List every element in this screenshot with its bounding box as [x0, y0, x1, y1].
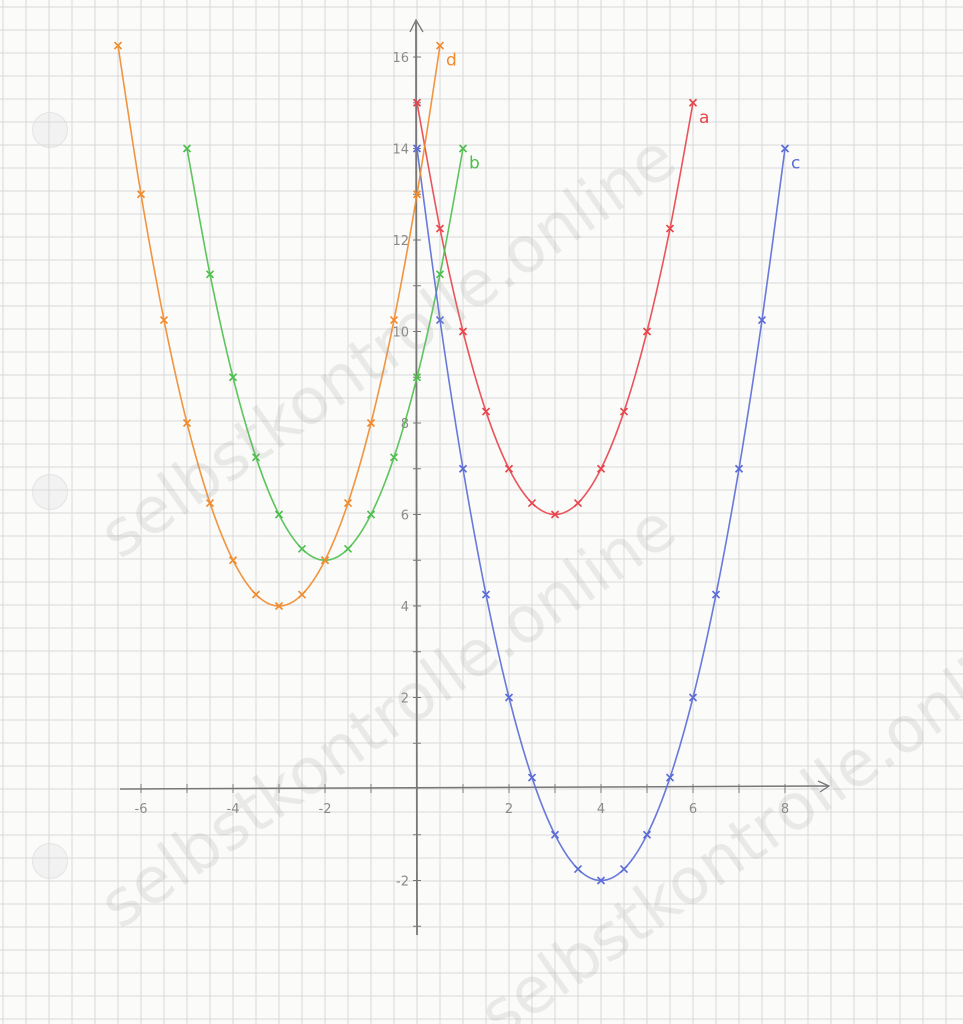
data-point-c [711, 590, 721, 599]
data-point-c [596, 876, 606, 885]
x-tick-label: 8 [781, 802, 789, 817]
x-axis-arrow [817, 780, 831, 793]
data-point-b [228, 373, 238, 382]
series-c: c [412, 144, 800, 885]
data-point-a [458, 327, 468, 336]
y-tick-label: 16 [392, 51, 409, 66]
data-point-c [550, 830, 560, 839]
watermark-text: selbstkontrolle.online [87, 490, 690, 943]
x-tick-label: 2 [505, 802, 513, 817]
data-point-a [619, 407, 629, 416]
data-point-d [228, 556, 238, 565]
data-point-d [435, 41, 445, 50]
data-point-c [734, 464, 744, 473]
y-tick-label: 12 [392, 234, 409, 249]
y-tick-label: 4 [401, 600, 409, 615]
series-a: a [412, 98, 709, 519]
data-point-d [366, 418, 376, 428]
punch-hole [32, 474, 68, 510]
y-tick-label: -2 [396, 875, 409, 890]
data-point-c [665, 773, 675, 782]
watermark: selbstkontrolle.onlineselbstkontrolle.on… [87, 120, 963, 1024]
data-point-c [412, 144, 422, 153]
data-point-a [527, 498, 537, 508]
data-point-b [435, 270, 445, 279]
data-point-c [642, 830, 652, 839]
y-tick-label: 6 [401, 509, 409, 524]
data-point-b [182, 144, 192, 153]
data-point-a [642, 327, 652, 336]
data-point-d [343, 498, 353, 508]
data-point-b [343, 544, 353, 553]
data-point-d [251, 590, 261, 599]
curve-label-c: c [791, 154, 800, 174]
data-point-d [205, 498, 215, 508]
data-point-c [688, 693, 698, 702]
data-point-c [435, 315, 445, 325]
data-point-b [274, 510, 284, 519]
data-point-c [481, 590, 491, 599]
data-point-c [527, 773, 537, 782]
series-group: a b c d [113, 41, 800, 885]
curve-label-d: d [446, 51, 457, 71]
watermark-text: selbstkontrolle.online [87, 120, 690, 573]
data-point-d [113, 41, 123, 50]
data-point-a [688, 98, 698, 107]
data-point-b [389, 453, 399, 462]
curve-label-a: a [699, 108, 709, 128]
x-tick-label: -2 [319, 802, 332, 817]
axes [119, 18, 831, 936]
data-point-d [297, 590, 307, 599]
data-point-d [182, 418, 192, 428]
data-point-b [297, 544, 307, 553]
data-point-c [573, 864, 583, 874]
data-point-c [504, 693, 514, 702]
x-axis [119, 785, 829, 790]
data-point-a [573, 498, 583, 508]
x-tick-label: 4 [597, 802, 605, 817]
data-point-d [274, 601, 284, 611]
data-point-d [320, 556, 330, 565]
x-tick-label: -6 [135, 802, 148, 817]
data-point-a [665, 224, 675, 233]
data-point-c [458, 464, 468, 473]
data-point-d [412, 190, 422, 199]
data-point-b [366, 510, 376, 519]
data-point-a [481, 407, 491, 416]
data-point-a [596, 464, 606, 473]
y-axis [415, 21, 418, 936]
data-point-a [435, 224, 445, 233]
punch-hole [32, 112, 68, 148]
data-point-b [458, 144, 468, 153]
series-d: d [113, 41, 457, 611]
x-tick-label: -4 [227, 802, 240, 817]
y-axis-arrow [409, 18, 424, 33]
data-point-b [251, 453, 261, 462]
data-point-a [550, 510, 560, 519]
y-tick-label: 14 [392, 143, 409, 158]
punch-hole [32, 843, 68, 879]
data-point-c [780, 144, 790, 153]
data-point-b [205, 270, 215, 279]
data-point-d [389, 315, 399, 325]
data-point-c [619, 864, 629, 874]
data-point-a [412, 98, 422, 107]
data-point-b [412, 373, 422, 382]
curve-label-b: b [469, 154, 480, 174]
y-tick-label: 10 [392, 326, 409, 341]
data-point-d [159, 315, 169, 325]
y-tick-label: 2 [401, 692, 409, 707]
x-tick-label: 6 [689, 802, 697, 817]
data-point-d [136, 190, 146, 199]
data-point-a [504, 464, 514, 473]
data-point-c [757, 315, 767, 325]
